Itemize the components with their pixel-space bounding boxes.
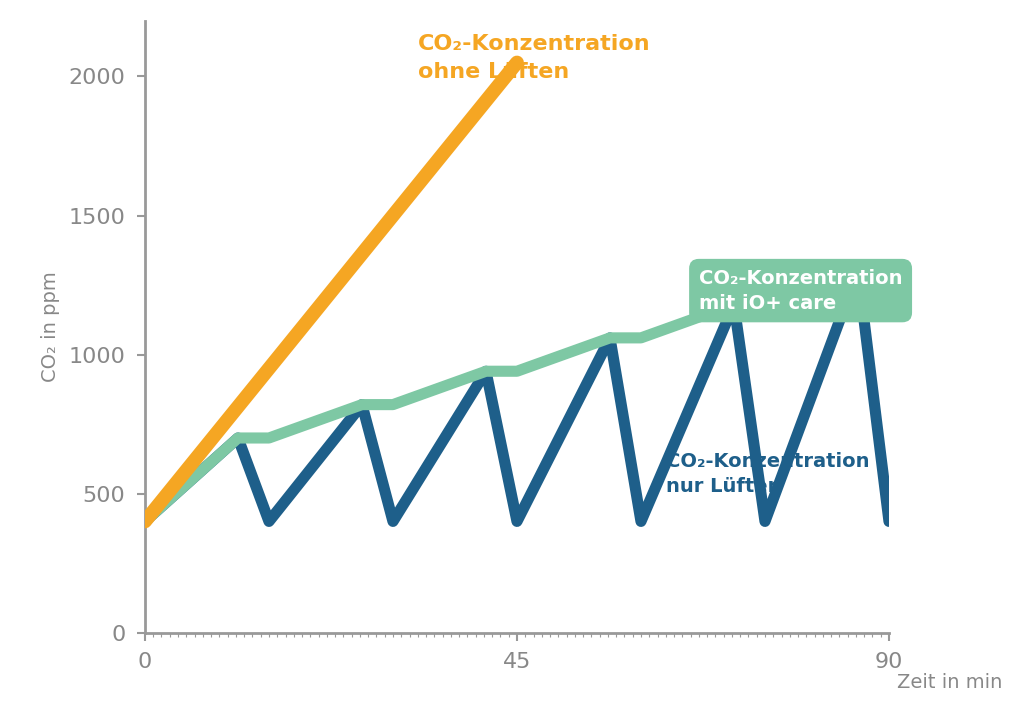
Text: ohne Lüften: ohne Lüften [418, 62, 569, 82]
Y-axis label: CO₂ in ppm: CO₂ in ppm [41, 271, 60, 382]
Text: CO₂-Konzentration: CO₂-Konzentration [418, 34, 650, 54]
Text: Zeit in min: Zeit in min [897, 673, 1002, 692]
Text: CO₂-Konzentration
nur Lüften: CO₂-Konzentration nur Lüften [666, 452, 869, 496]
Text: CO₂-Konzentration
mit iO+ care: CO₂-Konzentration mit iO+ care [698, 268, 902, 312]
